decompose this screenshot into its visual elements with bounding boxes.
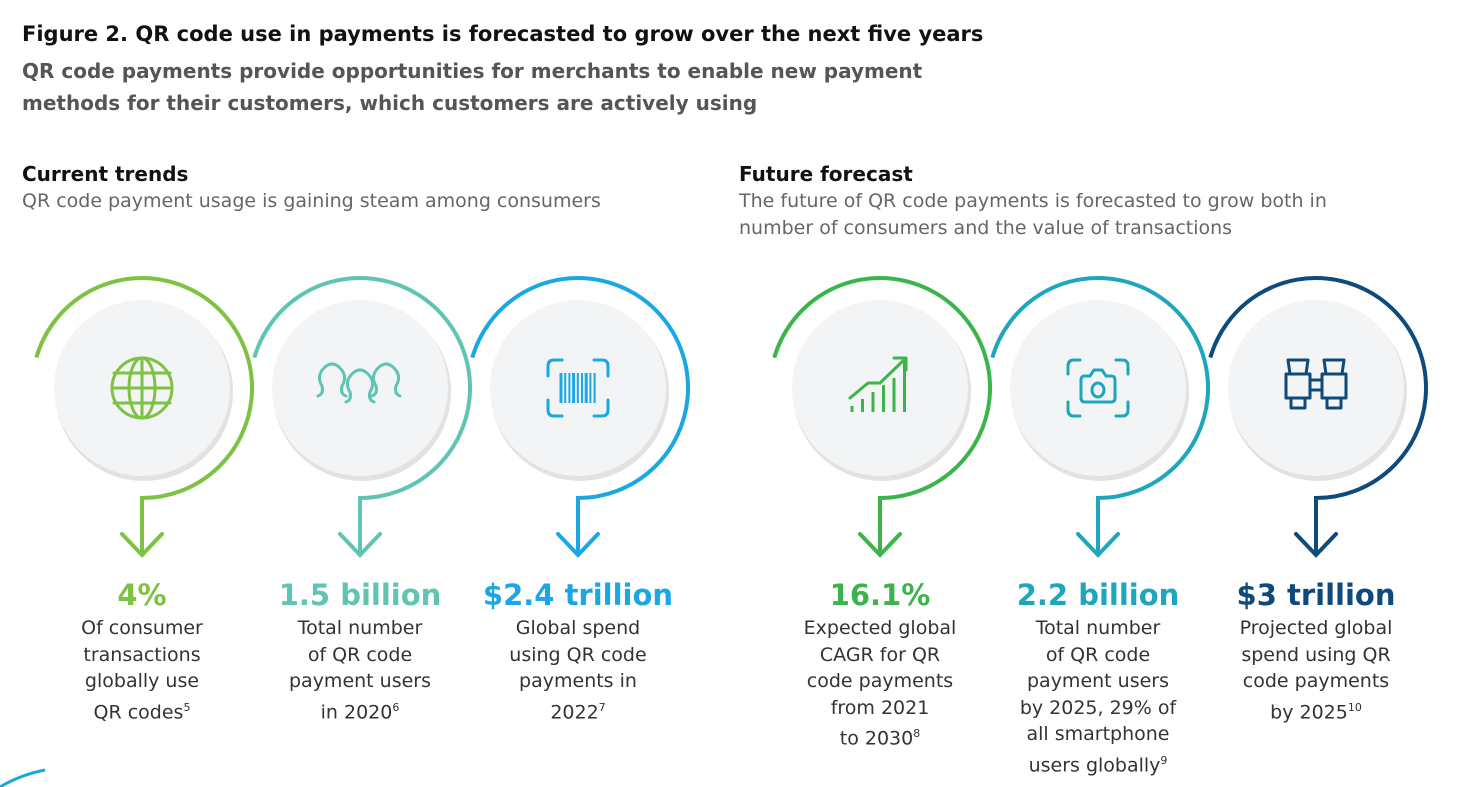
stat-block: 16.1% Expected global CAGR for QR code paym… <box>780 575 980 752</box>
binoculars-icon <box>1284 358 1348 410</box>
arc-connector <box>990 276 1211 555</box>
description-line: Of consumer <box>81 617 203 639</box>
stat-description: Total number of QR code payment users in 20… <box>260 615 460 725</box>
stat-description: Total number of QR code payment users by 20… <box>998 615 1198 778</box>
description-line: code payments <box>1242 670 1390 692</box>
description-line: in 2020 <box>320 700 393 723</box>
icon-circle <box>1228 300 1404 476</box>
description-line: payment users <box>1026 670 1170 692</box>
arrow-down-icon <box>1294 532 1338 558</box>
description-line: by 2025, 29% of <box>1019 696 1177 719</box>
description-line: of QR code <box>1045 643 1151 666</box>
stat-description: Expected global CAGR for QR code payments f… <box>780 615 980 752</box>
footnote-ref: 10 <box>1347 700 1362 714</box>
growth-chart-icon <box>848 356 908 412</box>
description-line: to 2030 <box>839 727 914 750</box>
arc-connector <box>252 276 473 555</box>
arrow-down-icon <box>120 532 164 558</box>
section-future-forecast: Future forecast The future of QR code pa… <box>739 160 1359 242</box>
arc-connector <box>1208 276 1429 555</box>
footnote-ref: 9 <box>1160 753 1168 767</box>
section-text: The future of QR code payments is foreca… <box>739 190 1327 239</box>
stat-value: 4% <box>117 578 167 612</box>
stat-block: 2.2 billion Total number of QR code payment… <box>998 575 1198 778</box>
footnote-ref: 5 <box>183 700 191 714</box>
icon-circle <box>1010 300 1186 476</box>
arrow-down-icon <box>338 532 382 558</box>
stat-graphic <box>252 276 473 558</box>
footnote-ref: 6 <box>392 700 400 714</box>
stat-value: $3 trillion <box>1236 578 1396 612</box>
section-text: QR code payment usage is gaining steam a… <box>22 190 601 212</box>
stat-description: Projected global spend using QR code payme… <box>1216 615 1416 725</box>
camera-scan-icon <box>1066 358 1130 418</box>
stat-graphic <box>470 276 691 558</box>
description-line: Projected global <box>1239 617 1393 639</box>
section-heading: Current trends <box>22 162 189 186</box>
arrow-down-icon <box>556 532 600 558</box>
stat-description: Global spend using QR code payments in 2022… <box>478 615 678 725</box>
icon-circle <box>272 300 448 476</box>
description-line: Total number <box>1035 617 1161 639</box>
stat-graphic <box>990 276 1211 558</box>
description-line: Global spend <box>515 617 641 639</box>
stat-block: $3 trillion Projected global spend using Q… <box>1216 575 1416 725</box>
description-line: from 2021 <box>830 696 930 719</box>
description-line: QR codes <box>93 700 184 723</box>
description-line: payments in <box>519 670 637 692</box>
arc-connector <box>772 276 993 555</box>
description-line: users globally <box>1028 753 1161 776</box>
section-heading: Future forecast <box>739 162 913 186</box>
stat-block: $2.4 trillion Global spend using QR code pa… <box>478 575 678 725</box>
barcode-scan-icon <box>546 358 610 418</box>
decorative-curve <box>0 768 46 787</box>
description-line: payment users <box>288 670 432 692</box>
stat-graphic <box>772 276 993 558</box>
arrow-down-icon <box>1076 532 1120 558</box>
figure-title: Figure 2. QR code use in payments is for… <box>22 22 984 46</box>
stat-graphic <box>34 276 255 558</box>
arc-connector <box>470 276 691 555</box>
arrow-down-icon <box>858 532 902 558</box>
stat-block: 1.5 billion Total number of QR code payment… <box>260 575 460 725</box>
section-current-trends: Current trends QR code payment usage is … <box>22 160 662 215</box>
footnote-ref: 8 <box>913 727 921 740</box>
description-line: spend using QR <box>1241 643 1391 666</box>
description-line: all smartphone <box>1026 723 1170 745</box>
arc-connector <box>34 276 255 555</box>
description-line: transactions <box>83 643 201 666</box>
description-line: of QR code <box>307 643 413 666</box>
stat-value: 16.1% <box>829 578 931 612</box>
description-line: CAGR for QR <box>819 643 941 666</box>
figure-subtitle: QR code payments provide opportunities f… <box>22 59 923 115</box>
description-line: 2022 <box>550 700 599 723</box>
description-line: Expected global <box>803 617 957 639</box>
stat-value: 2.2 billion <box>1016 578 1180 612</box>
stat-value: $2.4 trillion <box>482 578 674 612</box>
globe-icon <box>110 356 174 420</box>
footnote-ref: 7 <box>598 700 606 714</box>
description-line: globally use <box>84 670 200 692</box>
icon-circle <box>792 300 968 476</box>
people-icon <box>316 362 402 404</box>
stat-block: 4% Of consumer transactions globally use QR … <box>42 575 242 725</box>
description-line: using QR code <box>509 643 647 666</box>
description-line: by 2025 <box>1270 700 1348 723</box>
stat-value: 1.5 billion <box>278 578 442 612</box>
stat-graphic <box>1208 276 1429 558</box>
description-line: code payments <box>806 670 954 692</box>
description-line: Total number <box>297 617 423 639</box>
stat-description: Of consumer transactions globally use QR co… <box>42 615 242 725</box>
